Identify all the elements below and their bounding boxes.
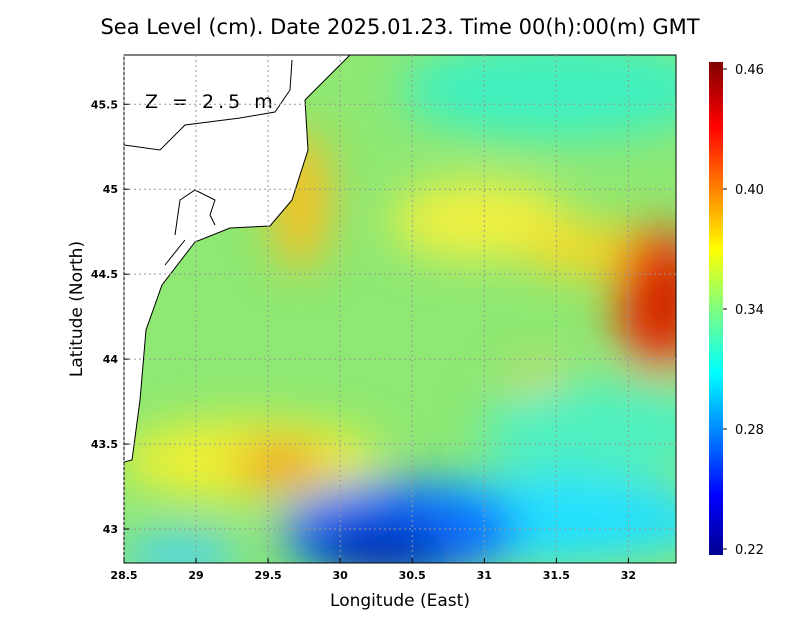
- x-tick-label: 29.5: [255, 569, 282, 582]
- y-tick-label: 45.5: [91, 98, 118, 111]
- sea-level-field: [124, 55, 676, 563]
- plot-frame: [123, 54, 677, 564]
- annotation: Z = 2.5 m: [145, 91, 277, 113]
- y-tick-label: 44: [103, 353, 119, 366]
- x-tick-label: 30.5: [399, 569, 426, 582]
- colorbar-tick-label: 0.34: [735, 303, 764, 318]
- x-axis-label: Longitude (East): [330, 591, 470, 611]
- x-tick-label: 30: [333, 569, 349, 582]
- x-tick-label: 31: [477, 569, 492, 582]
- x-tick-label: 31.5: [543, 569, 570, 582]
- y-axis-label: Latitude (North): [67, 241, 87, 377]
- colorbar-tick-label: 0.28: [735, 423, 764, 438]
- chart-title: Sea Level (cm). Date 2025.01.23. Time 00…: [100, 15, 699, 39]
- y-tick-label: 43: [103, 523, 118, 536]
- y-tick-label: 43.5: [91, 438, 118, 451]
- y-tick-label: 44.5: [91, 268, 118, 281]
- x-tick-label: 32: [621, 569, 636, 582]
- colorbar-tick-label: 0.40: [735, 183, 764, 198]
- y-tick-label: 45: [103, 183, 118, 196]
- x-tick-label: 28.5: [110, 569, 137, 582]
- colorbar-tick-label: 0.46: [735, 63, 764, 78]
- x-tick-label: 29: [188, 569, 203, 582]
- colorbar-tick-label: 0.22: [735, 543, 764, 558]
- colorbar: [709, 62, 723, 555]
